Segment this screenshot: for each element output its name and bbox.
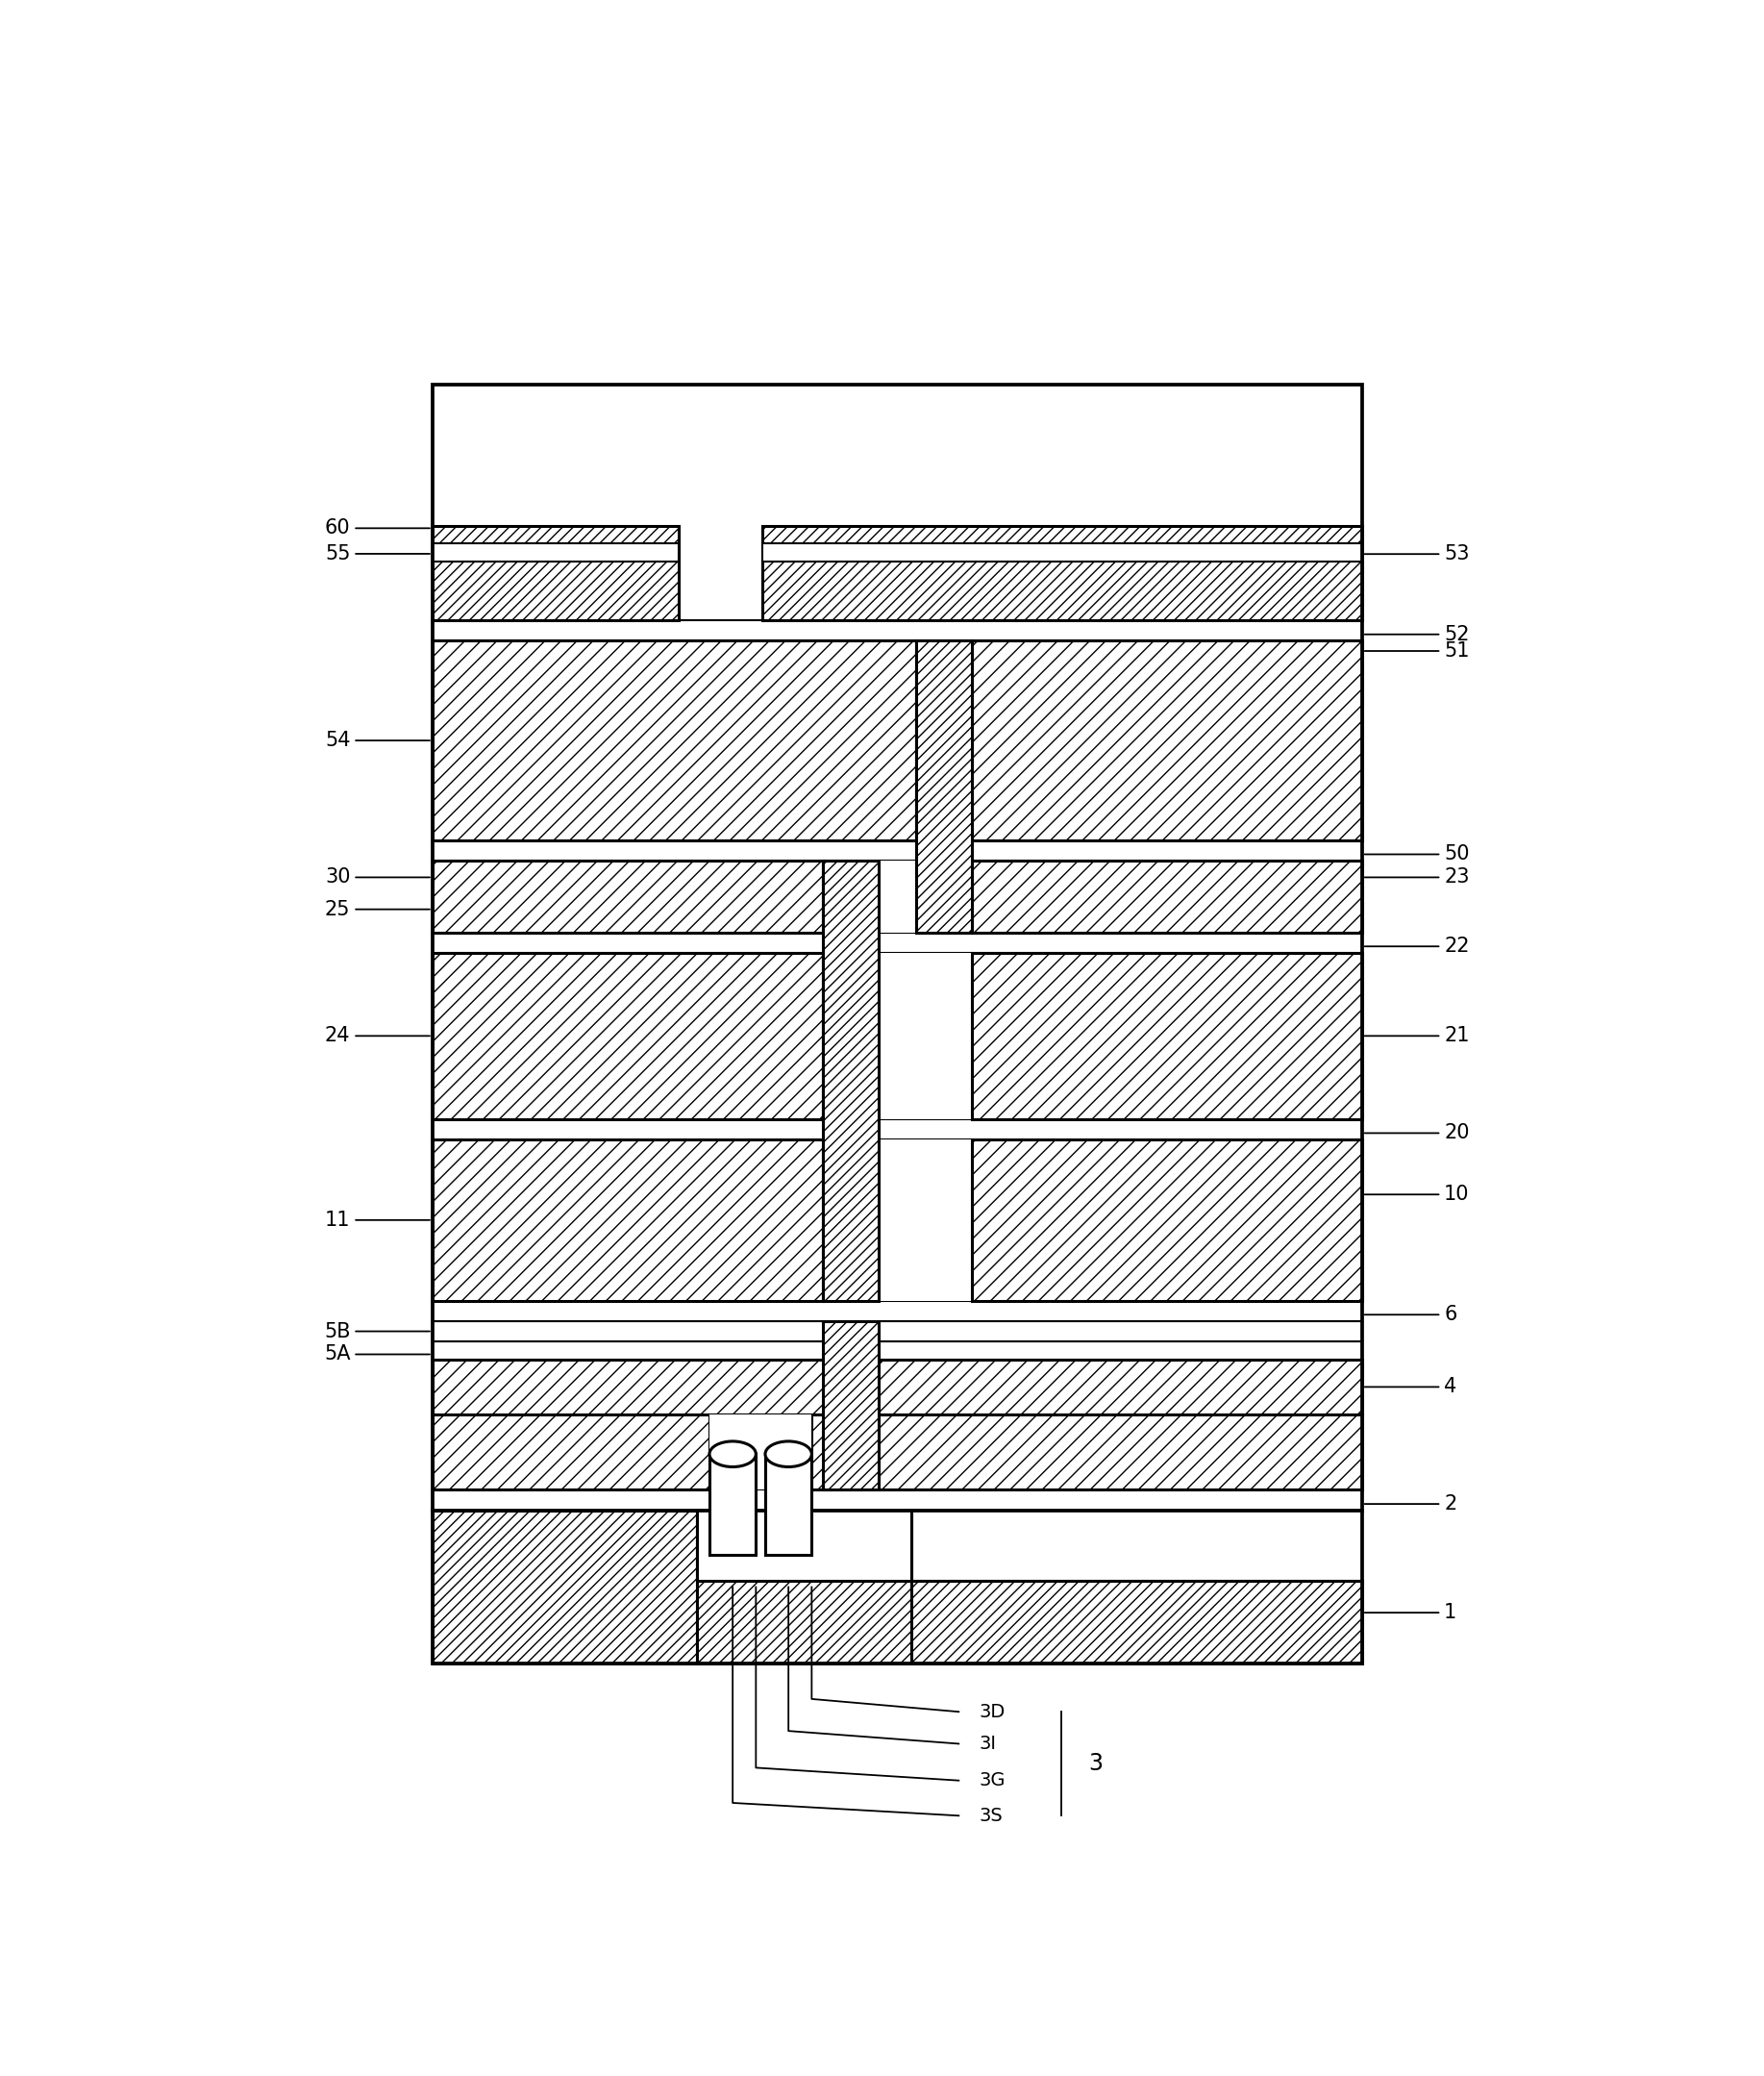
- Bar: [709, 1414, 811, 1491]
- Text: 11: 11: [325, 1210, 430, 1229]
- Text: 10: 10: [1365, 1185, 1469, 1204]
- Bar: [432, 1414, 709, 1491]
- Text: 2: 2: [1365, 1495, 1457, 1513]
- Bar: [432, 525, 679, 621]
- Bar: [709, 1453, 757, 1555]
- Bar: [822, 1140, 972, 1302]
- Bar: [697, 1511, 912, 1580]
- Bar: [432, 862, 822, 932]
- Text: 53: 53: [1365, 544, 1469, 565]
- Bar: [766, 1453, 811, 1555]
- Bar: [822, 1320, 878, 1491]
- Text: 23: 23: [1365, 868, 1469, 886]
- Bar: [972, 641, 1362, 841]
- Text: 25: 25: [325, 899, 430, 920]
- Bar: [432, 1320, 1362, 1341]
- Bar: [432, 841, 1362, 862]
- Text: 3S: 3S: [979, 1806, 1004, 1825]
- Text: 20: 20: [1365, 1123, 1469, 1142]
- Bar: [811, 1414, 1362, 1491]
- Bar: [432, 1511, 697, 1663]
- Text: 22: 22: [1365, 936, 1469, 957]
- Bar: [822, 862, 878, 1302]
- Bar: [972, 1140, 1362, 1302]
- Bar: [912, 1580, 1362, 1663]
- Text: 54: 54: [325, 731, 430, 749]
- Text: 52: 52: [1365, 625, 1469, 644]
- Text: 21: 21: [1365, 1026, 1469, 1046]
- Text: 3: 3: [1088, 1752, 1102, 1775]
- Text: 50: 50: [1365, 845, 1469, 864]
- Bar: [432, 1360, 1362, 1414]
- Bar: [697, 1511, 912, 1663]
- Text: 55: 55: [325, 544, 430, 563]
- Bar: [432, 1302, 1362, 1320]
- Bar: [432, 1140, 822, 1302]
- Text: 5B: 5B: [325, 1322, 430, 1341]
- Bar: [972, 862, 1362, 932]
- Text: 24: 24: [325, 1026, 430, 1046]
- Bar: [432, 621, 1362, 641]
- Bar: [432, 1119, 1362, 1140]
- Bar: [916, 641, 972, 841]
- Text: 4: 4: [1365, 1376, 1457, 1397]
- Bar: [432, 932, 1362, 953]
- Bar: [432, 544, 679, 561]
- Bar: [432, 953, 822, 1119]
- Bar: [822, 862, 972, 932]
- Text: 5A: 5A: [325, 1345, 430, 1364]
- Bar: [762, 544, 1362, 561]
- Ellipse shape: [766, 1441, 811, 1468]
- Bar: [432, 1341, 1362, 1360]
- Bar: [822, 953, 972, 1119]
- Bar: [432, 641, 916, 841]
- Text: 1: 1: [1365, 1603, 1457, 1621]
- Bar: [432, 1491, 1362, 1511]
- Text: 30: 30: [325, 868, 430, 886]
- Bar: [972, 953, 1362, 1119]
- Ellipse shape: [709, 1441, 757, 1468]
- Text: 3G: 3G: [979, 1771, 1005, 1790]
- Text: 3I: 3I: [979, 1736, 997, 1752]
- Text: 6: 6: [1365, 1306, 1457, 1324]
- Text: 51: 51: [1365, 641, 1469, 660]
- Bar: [432, 384, 1362, 1663]
- Bar: [916, 641, 972, 932]
- Text: 3D: 3D: [979, 1702, 1005, 1721]
- Text: 60: 60: [325, 519, 430, 538]
- Bar: [762, 525, 1362, 621]
